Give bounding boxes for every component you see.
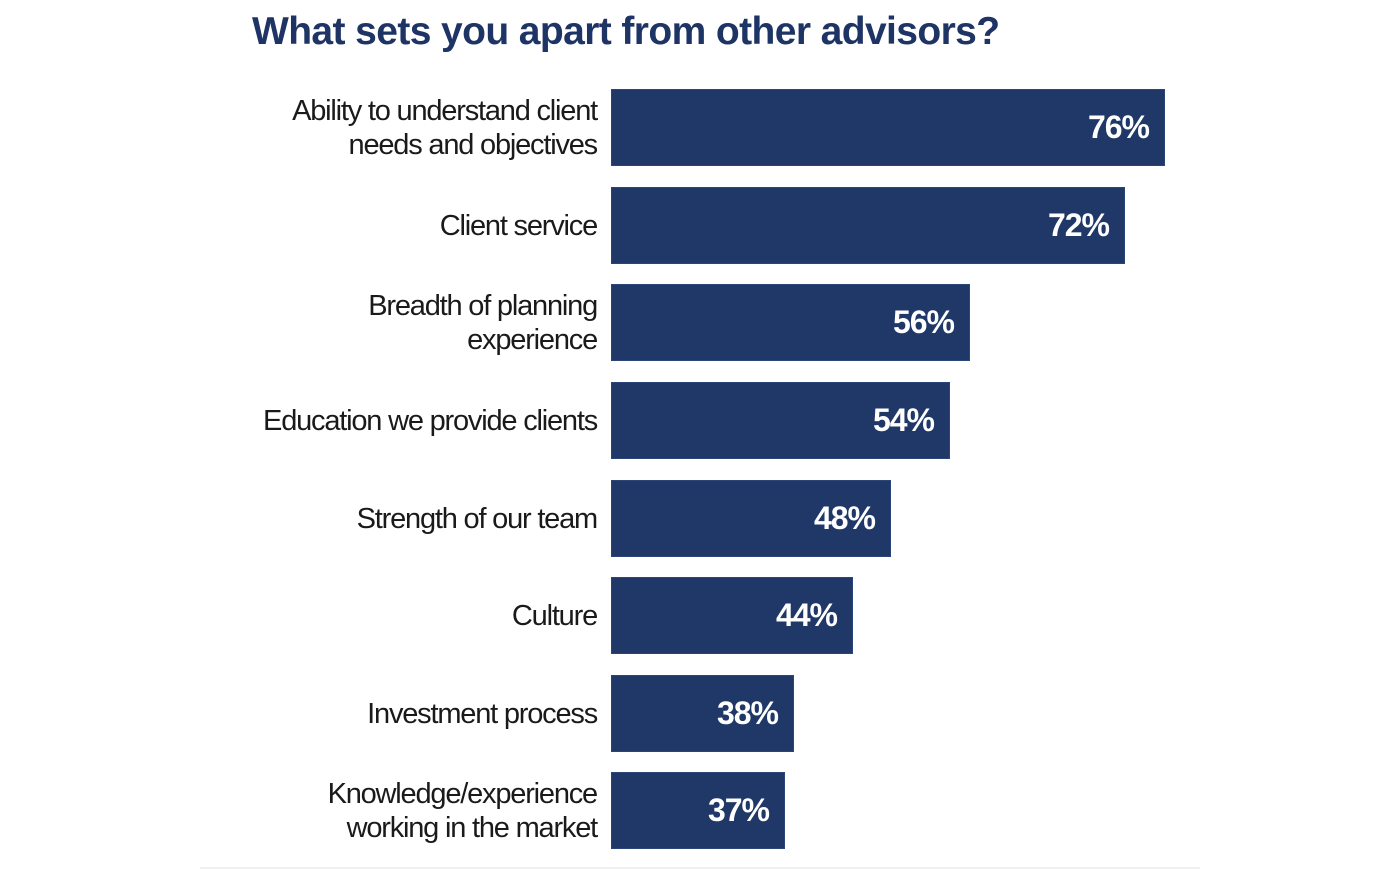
category-label: Investment process [367,675,598,753]
chart-title: What sets you apart from other advisors? [252,10,1000,53]
category-label-line: Education we provide clients [263,405,598,437]
value-label: 37% [707,792,770,828]
category-label-line: Investment process [367,698,598,730]
category-label: Strength of our team [356,480,599,558]
bar-row: Strength of our team 48% [0,480,1400,558]
category-label-line: Culture [511,600,598,632]
category-label: Breadth of planning experience [368,284,598,362]
category-label: Education we provide clients [263,382,598,460]
value-label: 76% [1087,109,1150,145]
bar: 54% [611,382,950,459]
category-label-line: Strength of our team [356,503,599,535]
value-label: 56% [892,304,955,340]
bar-row: Ability to understand client needs and ob… [0,89,1400,167]
category-label: Knowledge/experience working in the marke… [327,772,599,850]
category-label-line: working in the market [346,812,599,844]
bar-row: Knowledge/experience working in the marke… [0,772,1400,850]
bar: 48% [611,480,891,557]
bar: 44% [611,577,853,654]
bar-row: Client service 72% [0,187,1400,265]
category-label-line: Ability to understand client [292,95,598,127]
bar: 56% [611,284,970,361]
category-label-line: Client service [439,210,598,242]
category-label: Client service [439,187,598,265]
bar-row: Culture 44% [0,577,1400,655]
value-label: 54% [872,402,935,438]
bar-row: Investment process 38% [0,675,1400,753]
bar: 38% [611,675,794,752]
bar: 72% [611,187,1125,264]
category-label-line: experience [467,324,598,356]
category-label: Ability to understand client needs and ob… [292,89,599,167]
category-label-line: Breadth of planning [368,290,598,322]
bar-row: Breadth of planning experience 56% [0,284,1400,362]
bar-row: Education we provide clients 54% [0,382,1400,460]
category-label-line: Knowledge/experience [327,778,599,810]
bottom-divider [200,867,1200,869]
bar: 76% [611,89,1165,166]
value-label: 38% [716,695,779,731]
value-label: 72% [1047,207,1110,243]
value-label: 48% [813,500,876,536]
category-label-line: needs and objectives [348,129,599,161]
category-label: Culture [511,577,598,655]
bar: 37% [611,772,785,849]
value-label: 44% [775,597,838,633]
